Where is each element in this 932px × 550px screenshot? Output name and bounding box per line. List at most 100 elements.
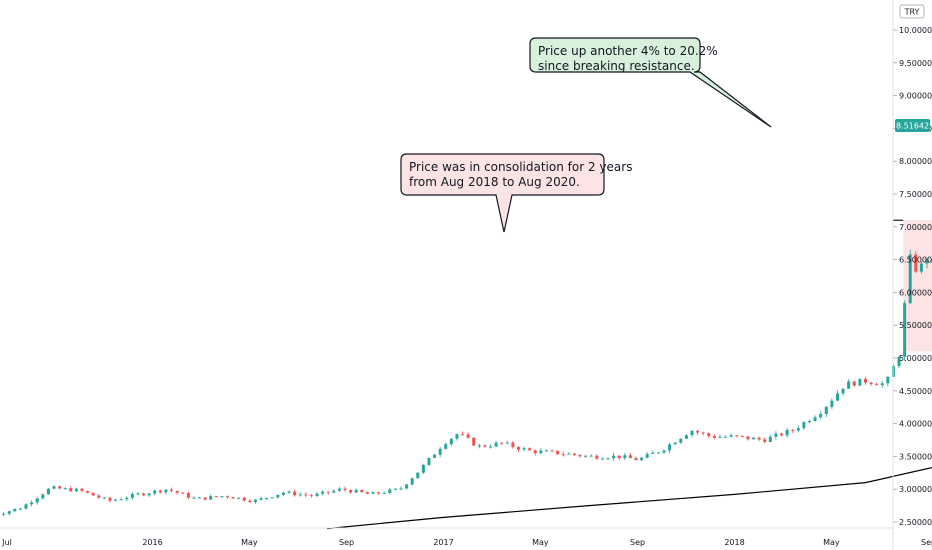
- candle-body: [500, 442, 504, 444]
- currency-badge[interactable]: [899, 4, 925, 19]
- candle-body: [696, 430, 700, 433]
- candle-body: [18, 508, 22, 510]
- candle-body: [46, 488, 50, 495]
- candle-body: [30, 502, 34, 505]
- candle-body: [393, 488, 397, 490]
- x-tick-label: Sep: [921, 538, 932, 547]
- candle-body: [472, 437, 476, 446]
- candle-body: [796, 428, 800, 431]
- candle-body: [287, 491, 291, 493]
- candle-body: [477, 445, 481, 447]
- candle-body: [712, 436, 716, 438]
- candle-body: [58, 486, 62, 489]
- candle-body: [326, 491, 330, 493]
- candle-body: [634, 458, 638, 461]
- candle-body: [763, 439, 767, 443]
- candle-body: [679, 438, 683, 443]
- candle-body: [125, 497, 129, 500]
- y-tick-label: 3.00000: [899, 485, 932, 494]
- candle-body: [925, 259, 929, 264]
- candle-body: [52, 486, 56, 489]
- y-tick-label: 8.00000: [899, 157, 932, 166]
- candle-body: [673, 442, 677, 445]
- candle-body: [752, 437, 756, 440]
- candle-body: [259, 498, 263, 500]
- y-tick-label: 5.50000: [899, 321, 932, 330]
- candle-body: [785, 429, 789, 436]
- candle-body: [114, 499, 118, 501]
- candle-body: [237, 497, 241, 499]
- candle-body: [824, 406, 828, 414]
- candle-body: [701, 432, 705, 434]
- candle-body: [421, 464, 425, 473]
- x-tick-label: May: [823, 538, 840, 547]
- candle-body: [897, 356, 901, 367]
- candle-body: [544, 450, 548, 452]
- candle-body: [153, 490, 157, 494]
- y-tick-label: 2.50000: [899, 518, 932, 527]
- candle-body: [332, 490, 336, 493]
- y-tick-label: 9.00000: [899, 92, 932, 101]
- candle-body: [405, 484, 409, 489]
- candle-body: [880, 383, 884, 386]
- candle-body: [13, 508, 17, 512]
- candle-body: [572, 453, 576, 455]
- candle-body: [802, 422, 806, 429]
- candle-body: [740, 435, 744, 437]
- x-tick-label: 2017: [433, 538, 453, 547]
- candle-body: [584, 455, 588, 457]
- candle-body: [304, 494, 308, 496]
- candle-body: [455, 434, 459, 439]
- candle-body: [466, 434, 470, 438]
- last-price-label: 8.51642: [896, 122, 929, 131]
- candle-body: [309, 495, 313, 497]
- candle-body: [130, 493, 134, 498]
- candle-body: [640, 457, 644, 461]
- candle-body: [494, 442, 498, 447]
- candle-body: [337, 488, 341, 491]
- candle-body: [807, 420, 811, 423]
- candle-body: [539, 450, 543, 454]
- y-tick-label: 3.50000: [899, 452, 932, 461]
- candle-body: [119, 499, 123, 501]
- candle-body: [863, 378, 867, 383]
- y-tick-label: 7.50000: [899, 190, 932, 199]
- y-tick-label: 10.00000: [899, 26, 932, 35]
- candle-body: [108, 497, 112, 501]
- candle-body: [158, 490, 162, 493]
- candle-body: [209, 496, 213, 500]
- candle-body: [7, 511, 11, 514]
- candle-body: [74, 488, 78, 492]
- candle-body: [438, 448, 442, 455]
- candle-body: [91, 492, 95, 496]
- candle-body: [774, 433, 778, 437]
- x-tick-label: 2018: [724, 538, 744, 547]
- candle-body: [63, 488, 67, 490]
- candle-body: [147, 493, 151, 496]
- candle-body: [382, 493, 386, 495]
- candle-body: [567, 453, 571, 455]
- candle-body: [813, 417, 817, 421]
- candle-body: [175, 490, 179, 493]
- candle-body: [220, 496, 224, 498]
- candle-body: [483, 445, 487, 447]
- candle-body: [343, 488, 347, 491]
- candle-body: [718, 436, 722, 438]
- candle-body: [2, 513, 6, 515]
- candle-body: [835, 393, 839, 401]
- candle-body: [522, 448, 526, 450]
- candle-body: [847, 381, 851, 389]
- candle-body: [841, 388, 845, 394]
- candle-body: [780, 433, 784, 436]
- candle-body: [489, 446, 493, 448]
- x-tick-label: Sep: [630, 538, 645, 547]
- candle-body: [136, 493, 140, 495]
- candle-body: [399, 488, 403, 490]
- candle-body: [433, 454, 437, 458]
- candle-body: [24, 504, 28, 509]
- consolidation-annotation-text-line: from Aug 2018 to Aug 2020.: [409, 175, 580, 189]
- x-tick-label: Jul: [1, 538, 12, 547]
- candle-body: [69, 488, 73, 492]
- x-tick-label: 2016: [142, 538, 162, 547]
- candle-body: [729, 435, 733, 437]
